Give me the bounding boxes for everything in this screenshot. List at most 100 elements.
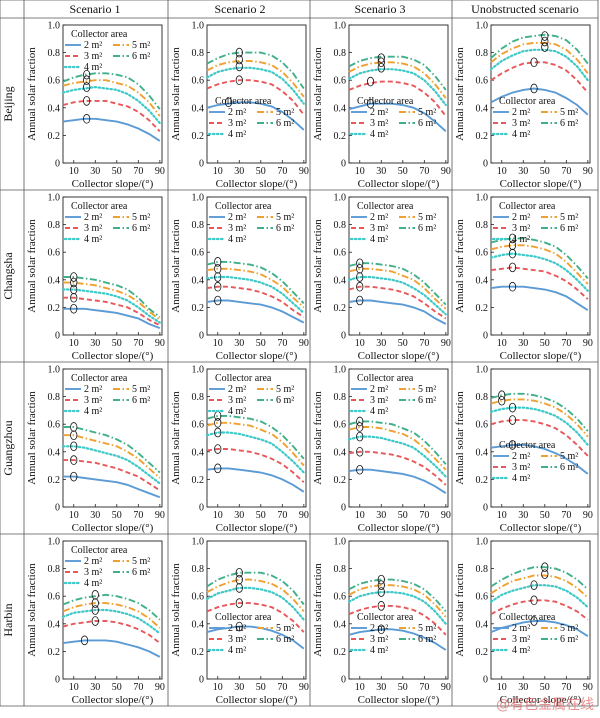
x-tick-label: 30	[376, 510, 386, 521]
x-tick-label: 30	[376, 338, 386, 349]
series-line-2-m	[490, 443, 589, 475]
legend-entry-label: 4 m²	[512, 234, 530, 245]
series-line-2-m	[348, 468, 447, 494]
x-tick-label: 70	[561, 682, 571, 693]
x-tick-label: 70	[419, 166, 429, 177]
y-tick-label: 0.4	[334, 275, 347, 286]
row-header-harbin: Harbin	[1, 603, 15, 636]
legend-entry-label: 4 m²	[228, 645, 246, 656]
series-line-4-m	[205, 275, 305, 314]
y-axis-label: Annual solar fraction	[170, 47, 182, 141]
y-tick-label: 1.0	[334, 193, 347, 204]
y-tick-label: 0.6	[334, 592, 347, 603]
series-line-2-m	[63, 307, 161, 329]
legend-entry-label: 4 m²	[228, 234, 246, 245]
x-tick-label: 70	[133, 682, 143, 693]
x-tick-label: 90	[155, 510, 165, 521]
x-tick-label: 50	[398, 166, 408, 177]
optimum-marker	[377, 580, 385, 590]
x-axis-label: Collector slope/(°)	[216, 350, 298, 362]
x-tick-label: 50	[256, 510, 266, 521]
legend-entry-label: 3 m²	[370, 223, 388, 234]
series-line-3-m	[206, 448, 305, 483]
y-tick-label: 0.4	[192, 619, 205, 630]
y-tick-label: 0.4	[192, 447, 205, 458]
series-line-3-m	[63, 296, 161, 327]
y-tick-label: 0.8	[334, 564, 347, 575]
optimum-marker	[70, 430, 78, 441]
x-tick-label: 10	[69, 166, 79, 177]
series-line-3-m	[490, 61, 589, 94]
y-tick-label: 0.8	[192, 48, 205, 59]
optimum-marker	[541, 569, 549, 579]
optimum-marker	[508, 240, 517, 251]
x-axis-label: Collector slope/(°)	[216, 178, 298, 190]
optimum-marker	[508, 262, 517, 273]
x-tick-label: 50	[398, 338, 408, 349]
x-tick-label: 30	[234, 338, 244, 349]
y-tick-label: 0.8	[476, 220, 489, 231]
legend-entry-label: 3 m²	[228, 118, 246, 129]
optimum-marker	[70, 471, 78, 482]
optimum-marker	[235, 75, 243, 85]
y-tick-label: 0.8	[192, 392, 205, 403]
optimum-marker	[377, 57, 385, 68]
legend-entry-label: 5 m²	[560, 107, 578, 118]
optimum-marker	[70, 422, 78, 432]
y-tick-label: 0.2	[476, 303, 489, 314]
legend-entry-label: 3 m²	[512, 462, 530, 473]
y-tick-label: 0.6	[192, 76, 205, 87]
legend-entry-label: 2 m²	[228, 623, 246, 634]
legend-entry-label: 6 m²	[418, 118, 436, 129]
optimum-marker	[80, 635, 89, 646]
x-tick-label: 90	[299, 682, 309, 693]
legend-entry-label: 3 m²	[370, 395, 388, 406]
legend-entry-label: 2 m²	[228, 384, 246, 395]
x-axis-label: Collector slope/(°)	[500, 350, 582, 362]
legend-entry-label: 2 m²	[512, 451, 530, 462]
y-tick-label: 0	[55, 675, 60, 686]
series-line-5-m	[348, 426, 447, 471]
y-tick-label: 1.0	[48, 365, 61, 376]
optimum-marker	[508, 248, 517, 259]
y-tick-label: 0.6	[48, 248, 61, 259]
y-tick-label: 0	[199, 159, 204, 170]
y-tick-label: 0.8	[476, 564, 489, 575]
series-line-4-m	[489, 252, 589, 292]
optimum-marker	[83, 69, 91, 80]
y-tick-label: 0.8	[192, 564, 205, 575]
legend-entry-label: 3 m²	[84, 51, 102, 62]
y-tick-label: 0.4	[334, 447, 347, 458]
legend-entry-label: 4 m²	[84, 578, 102, 589]
legend-entry-label: 2 m²	[228, 212, 246, 223]
series-line-5-m	[490, 574, 589, 599]
optimum-marker	[541, 31, 549, 41]
optimum-marker	[214, 257, 222, 267]
x-tick-label: 70	[419, 338, 429, 349]
y-axis-label: Annual solar fraction	[26, 391, 38, 485]
optimum-marker	[235, 598, 243, 608]
optimum-marker	[235, 621, 243, 632]
series-line-5-m	[490, 41, 589, 74]
x-tick-label: 50	[256, 682, 266, 693]
optimum-marker	[214, 281, 222, 292]
x-tick-label: 30	[90, 510, 100, 521]
y-tick-label: 0	[341, 503, 346, 514]
y-tick-label: 0	[199, 503, 204, 514]
legend-entry-label: 3 m²	[512, 118, 530, 129]
column-header-scenario-3: Scenario 3	[355, 2, 406, 16]
legend-entry-label: 6 m²	[132, 395, 150, 406]
optimum-marker	[377, 624, 385, 635]
y-tick-label: 0.4	[48, 103, 61, 114]
plot-area	[348, 24, 449, 164]
optimum-marker	[530, 57, 538, 68]
optimum-marker	[91, 616, 99, 626]
x-tick-label: 10	[355, 166, 365, 177]
x-tick-label: 30	[518, 510, 528, 521]
y-tick-label: 0	[483, 675, 488, 686]
